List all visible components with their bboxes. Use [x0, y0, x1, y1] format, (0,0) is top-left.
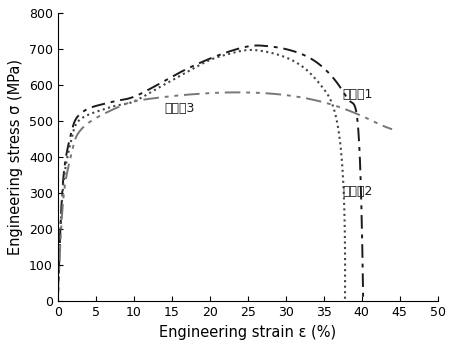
Text: 实施例1: 实施例1 [343, 88, 373, 101]
X-axis label: Engineering strain ε (%): Engineering strain ε (%) [159, 325, 336, 340]
Text: 对比例3: 对比例3 [164, 102, 194, 114]
Text: 实施例2: 实施例2 [343, 185, 373, 198]
Y-axis label: Engineering stress σ (MPa): Engineering stress σ (MPa) [8, 59, 23, 255]
